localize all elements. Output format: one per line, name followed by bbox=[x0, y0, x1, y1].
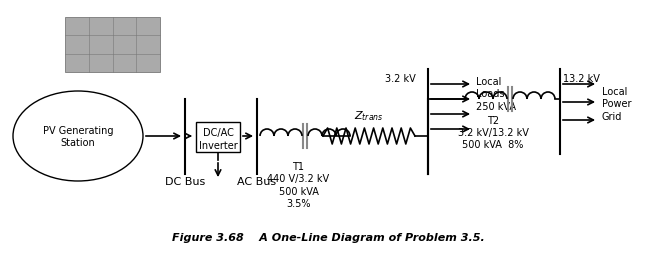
Text: Inverter: Inverter bbox=[199, 140, 237, 150]
Text: 3.2 kV: 3.2 kV bbox=[384, 74, 415, 84]
Text: Local
Power
Grid: Local Power Grid bbox=[602, 87, 632, 121]
Text: T1
440 V/3.2 kV
500 kVA
3.5%: T1 440 V/3.2 kV 500 kVA 3.5% bbox=[268, 161, 329, 208]
Text: $Z_{trans}$: $Z_{trans}$ bbox=[354, 109, 384, 122]
Text: Figure 3.68    A One-Line Diagram of Problem 3.5.: Figure 3.68 A One-Line Diagram of Proble… bbox=[172, 232, 484, 242]
Bar bbox=[65, 18, 160, 73]
Text: 3.2 kV/13.2 kV
500 kVA  8%: 3.2 kV/13.2 kV 500 kVA 8% bbox=[458, 128, 529, 150]
Text: T2: T2 bbox=[487, 116, 499, 125]
Text: AC Bus: AC Bus bbox=[237, 176, 277, 186]
Ellipse shape bbox=[13, 92, 143, 181]
Text: PV Generating
Station: PV Generating Station bbox=[43, 126, 113, 147]
Text: DC Bus: DC Bus bbox=[165, 176, 205, 186]
Text: Local
Loads
250 kVA: Local Loads 250 kVA bbox=[476, 77, 516, 111]
Text: 13.2 kV: 13.2 kV bbox=[563, 74, 600, 84]
Text: DC/AC: DC/AC bbox=[203, 128, 234, 137]
Bar bbox=[196, 122, 240, 152]
